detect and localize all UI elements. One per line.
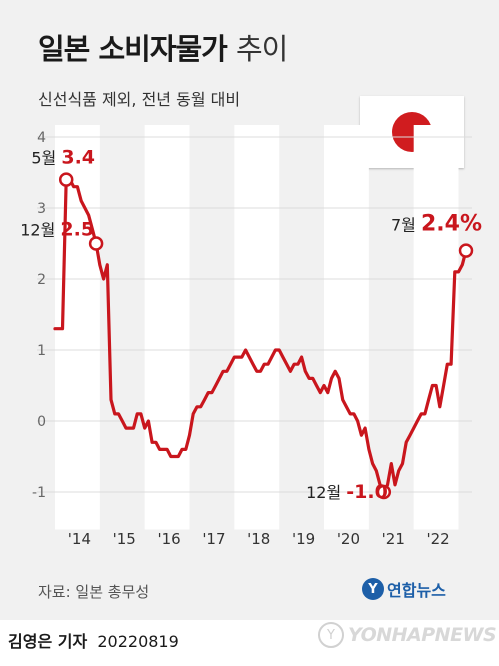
y-tick-label: -1 xyxy=(32,485,46,501)
annotation-label: 12월 2.5 xyxy=(20,219,94,241)
y-tick-label: 4 xyxy=(37,130,46,146)
credit-date: 20220819 xyxy=(97,632,179,651)
cpi-line-chart: 4 3 2 1 0 -1 '14 '15 '16 '17 '18 '19 '20 '21 '22 5월 3… xyxy=(20,125,482,548)
y-tick-label: 0 xyxy=(37,414,46,430)
yonhapnews-watermark: Y YONHAPNEWS xyxy=(318,622,497,648)
y-tick-label: 2 xyxy=(37,272,46,288)
x-tick-label: '20 xyxy=(337,530,360,548)
annotation-marker xyxy=(88,236,104,251)
year-band xyxy=(234,125,280,530)
x-tick-label: '21 xyxy=(382,530,405,548)
x-tick-label: '17 xyxy=(202,530,225,548)
x-tick-label: '18 xyxy=(247,530,270,548)
annotation-value: 3.4 xyxy=(61,147,95,169)
annotation-label: 12월 -1.0 xyxy=(306,481,388,503)
x-tick-label: '19 xyxy=(292,530,315,548)
y-tick-label: 1 xyxy=(37,343,46,359)
credit-line: 김영은 기자 20220819 xyxy=(8,628,179,652)
annotation-month: 5월 xyxy=(31,149,61,168)
annotation-value: 2.5 xyxy=(60,219,94,241)
y-tick-label: 3 xyxy=(37,201,46,217)
watermark-icon: Y xyxy=(318,622,344,648)
watermark-text: YONHAPNEWS xyxy=(348,624,497,646)
y-tick-labels: 4 3 2 1 0 -1 xyxy=(32,130,46,501)
year-band xyxy=(144,125,190,530)
annotation-month: 12월 xyxy=(306,483,346,502)
annotation-value: -1.0 xyxy=(346,481,388,503)
annotation-value: 2.4% xyxy=(421,212,482,237)
credit-name: 김영은 기자 xyxy=(8,632,88,651)
x-tick-label: '16 xyxy=(157,530,180,548)
x-tick-labels: '14 '15 '16 '17 '18 '19 '20 '21 '22 xyxy=(68,530,450,548)
yonhap-logo-text: 연합뉴스 xyxy=(387,581,446,600)
annotation-marker xyxy=(376,484,392,500)
x-tick-label: '15 xyxy=(113,530,136,548)
x-tick-label: '14 xyxy=(68,530,91,548)
year-bands xyxy=(55,125,459,530)
series-line xyxy=(53,178,468,494)
source-note: 자료: 일본 총무성 xyxy=(38,583,150,601)
annotation-marker xyxy=(58,172,74,187)
annotation-label: 5월 3.4 xyxy=(31,147,95,169)
annotation-month: 7월 xyxy=(391,216,421,235)
title-bold: 일본 소비자물가 xyxy=(38,32,228,66)
page-title: 일본 소비자물가 추이 xyxy=(38,26,288,68)
year-band xyxy=(324,125,369,530)
title-light: 추이 xyxy=(235,32,288,66)
yonhap-logo-icon: Y xyxy=(362,578,384,600)
annotation-marker xyxy=(458,243,474,258)
yonhap-logo: Y 연합뉴스 xyxy=(362,577,446,601)
annotation-month: 12월 xyxy=(20,221,60,240)
annotation-markers xyxy=(58,172,474,500)
x-tick-label: '22 xyxy=(426,530,449,548)
page-subtitle: 신선식품 제외, 전년 동월 대비 xyxy=(38,90,241,109)
annotation-label: 7월 2.4% xyxy=(391,212,482,237)
